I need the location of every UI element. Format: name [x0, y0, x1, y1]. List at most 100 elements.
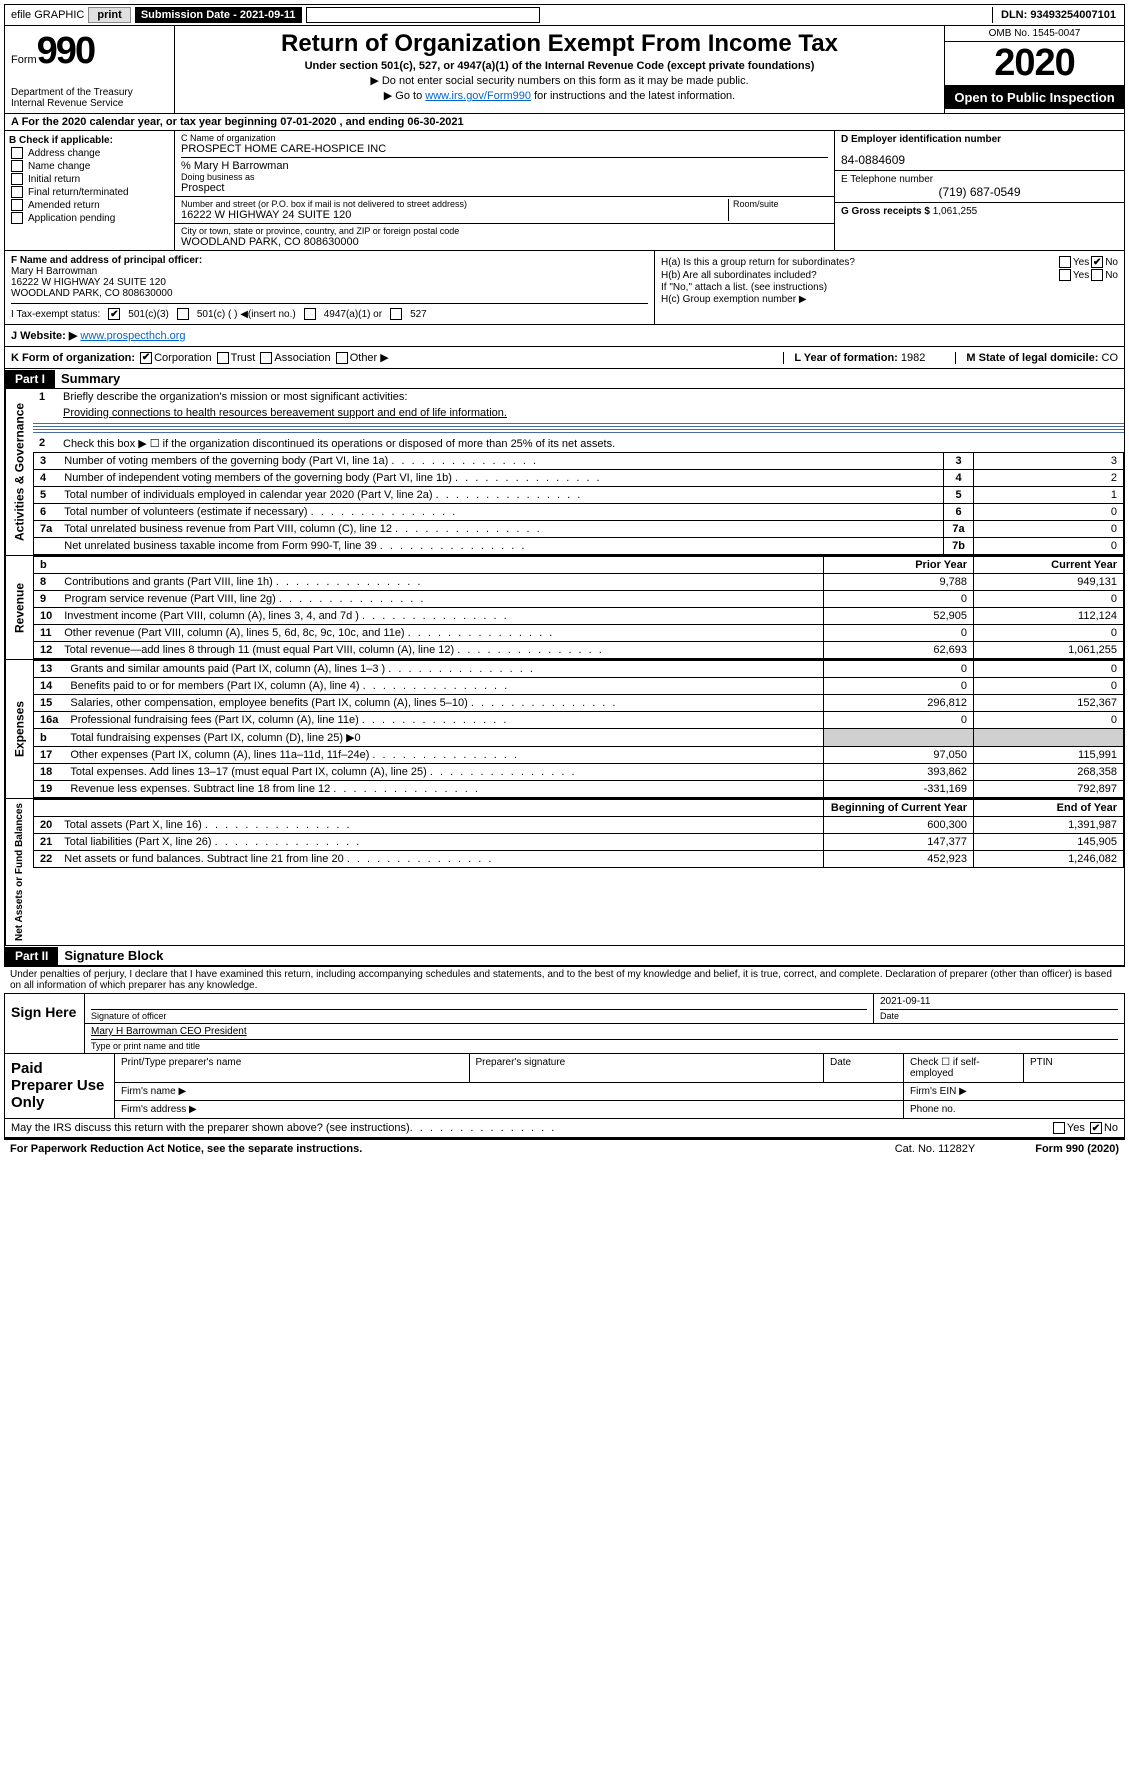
officer-group-block: F Name and address of principal officer:…: [4, 251, 1125, 325]
checkbox-column: B Check if applicable: Address change Na…: [5, 131, 175, 250]
association-checkbox[interactable]: [260, 352, 272, 364]
ein-label: D Employer identification number: [841, 134, 1118, 145]
table-row: 15Salaries, other compensation, employee…: [34, 695, 1124, 712]
line5-value: 1: [974, 487, 1124, 504]
gross-receipts-label: G Gross receipts $: [841, 206, 930, 217]
address-change-label: Address change: [28, 148, 100, 159]
preparer-block: Paid Preparer Use Only Print/Type prepar…: [4, 1054, 1125, 1119]
group-yes-checkbox[interactable]: [1059, 256, 1071, 268]
table-row: 10Investment income (Part VIII, column (…: [34, 608, 1124, 625]
group-return-label: H(a) Is this a group return for subordin…: [661, 257, 1057, 268]
website-link[interactable]: www.prospecthch.org: [80, 330, 185, 342]
line-a-mid: , and ending: [340, 116, 408, 128]
footer-catalog: Cat. No. 11282Y: [895, 1143, 976, 1155]
501c-other-checkbox[interactable]: [177, 308, 189, 320]
corporation-checkbox[interactable]: [140, 352, 152, 364]
dba-value: Prospect: [181, 182, 828, 194]
4947-checkbox[interactable]: [304, 308, 316, 320]
subordinates-note: If "No," attach a list. (see instruction…: [661, 282, 1118, 293]
sub-yes-checkbox[interactable]: [1059, 269, 1071, 281]
officer-label: F Name and address of principal officer:: [11, 255, 648, 266]
discuss-yes-label: Yes: [1067, 1122, 1085, 1134]
governance-section: Activities & Governance 1Briefly describ…: [4, 389, 1125, 556]
form-header: Form990 Department of the Treasury Inter…: [4, 26, 1125, 114]
org-name: PROSPECT HOME CARE-HOSPICE INC: [181, 143, 828, 155]
omb-number: OMB No. 1545-0047: [945, 26, 1124, 42]
submission-date-label: Submission Date - 2021-09-11: [135, 7, 302, 23]
discuss-no-checkbox[interactable]: [1090, 1122, 1102, 1134]
table-row: bTotal fundraising expenses (Part IX, co…: [34, 729, 1124, 747]
officer-signature-line[interactable]: [91, 996, 867, 1010]
application-pending-checkbox[interactable]: [11, 212, 23, 224]
open-to-public: Open to Public Inspection: [945, 86, 1124, 109]
note2-pre: ▶ Go to: [384, 90, 425, 102]
4947-label: 4947(a)(1) or: [324, 309, 382, 320]
other-org-checkbox[interactable]: [336, 352, 348, 364]
irs-link[interactable]: www.irs.gov/Form990: [425, 90, 531, 102]
part1-header-row: Part I Summary: [4, 369, 1125, 389]
discuss-row: May the IRS discuss this return with the…: [4, 1119, 1125, 1138]
name-change-label: Name change: [28, 161, 90, 172]
topbar-left: efile GRAPHIC print Submission Date - 20…: [5, 7, 546, 23]
signature-date: 2021-09-11: [880, 996, 1118, 1010]
name-change-checkbox[interactable]: [11, 160, 23, 172]
501c3-checkbox[interactable]: [108, 308, 120, 320]
final-return-checkbox[interactable]: [11, 186, 23, 198]
ein-value: 84-0884609: [841, 153, 1118, 167]
final-return-label: Final return/terminated: [28, 187, 129, 198]
table-row: 13Grants and similar amounts paid (Part …: [34, 661, 1124, 678]
trust-checkbox[interactable]: [217, 352, 229, 364]
footer-form: Form 990 (2020): [1035, 1143, 1119, 1155]
line4-label: Number of independent voting members of …: [64, 472, 452, 484]
form-word: Form: [11, 54, 37, 66]
submission-date-dropdown[interactable]: [306, 7, 540, 23]
footer-row: For Paperwork Reduction Act Notice, see …: [4, 1138, 1125, 1158]
part1-title: Summary: [55, 369, 126, 388]
top-bar: efile GRAPHIC print Submission Date - 20…: [4, 4, 1125, 26]
sub-no-checkbox[interactable]: [1091, 269, 1103, 281]
line3-label: Number of voting members of the governin…: [64, 455, 388, 467]
line1-label: Briefly describe the organization's miss…: [63, 391, 1118, 403]
officer-addr1: 16222 W HIGHWAY 24 SUITE 120: [11, 277, 648, 288]
end-year-header: End of Year: [974, 800, 1124, 817]
revenue-table: bPrior YearCurrent Year 8Contributions a…: [33, 556, 1124, 659]
line6-label: Total number of volunteers (estimate if …: [64, 506, 307, 518]
discuss-yes-checkbox[interactable]: [1053, 1122, 1065, 1134]
527-checkbox[interactable]: [390, 308, 402, 320]
discuss-dots: [410, 1122, 557, 1134]
preparer-title: Paid Preparer Use Only: [5, 1054, 115, 1118]
form-number: 990: [37, 30, 94, 72]
table-row: 16aProfessional fundraising fees (Part I…: [34, 712, 1124, 729]
tax-status-row: I Tax-exempt status: 501(c)(3) 501(c) ( …: [11, 303, 648, 320]
part2-badge: Part II: [5, 947, 58, 965]
amended-return-checkbox[interactable]: [11, 199, 23, 211]
expenses-section: Expenses 13Grants and similar amounts pa…: [4, 660, 1125, 799]
signature-date-label: Date: [880, 1011, 1118, 1021]
group-no-checkbox[interactable]: [1091, 256, 1103, 268]
preparer-date-label: Date: [824, 1054, 904, 1082]
firm-phone-label: Phone no.: [904, 1101, 1124, 1118]
care-of: % Mary H Barrowman: [181, 157, 828, 172]
expenses-vtab: Expenses: [5, 660, 33, 798]
officer-addr2: WOODLAND PARK, CO 808630000: [11, 288, 648, 299]
state-domicile-label: M State of legal domicile:: [966, 352, 1098, 364]
line7a-label: Total unrelated business revenue from Pa…: [64, 523, 392, 535]
amended-return-label: Amended return: [28, 200, 100, 211]
table-row: 12Total revenue—add lines 8 through 11 (…: [34, 642, 1124, 659]
current-year-header: Current Year: [974, 557, 1124, 574]
subordinates-label: H(b) Are all subordinates included?: [661, 270, 1057, 281]
firm-name-label: Firm's name ▶: [115, 1083, 904, 1100]
part2-header-row: Part II Signature Block: [4, 946, 1125, 966]
street-address: 16222 W HIGHWAY 24 SUITE 120: [181, 209, 728, 221]
gross-receipts-value: 1,061,255: [933, 206, 978, 217]
print-button[interactable]: print: [88, 7, 130, 23]
header-right: OMB No. 1545-0047 2020 Open to Public In…: [944, 26, 1124, 113]
table-row: 21Total liabilities (Part X, line 26) 14…: [34, 834, 1124, 851]
address-change-checkbox[interactable]: [11, 147, 23, 159]
sign-here-label: Sign Here: [5, 994, 85, 1053]
netassets-section: Net Assets or Fund Balances Beginning of…: [4, 799, 1125, 946]
firm-addr-label: Firm's address ▶: [115, 1101, 904, 1118]
initial-return-checkbox[interactable]: [11, 173, 23, 185]
application-pending-label: Application pending: [28, 213, 115, 224]
expenses-table: 13Grants and similar amounts paid (Part …: [33, 660, 1124, 798]
